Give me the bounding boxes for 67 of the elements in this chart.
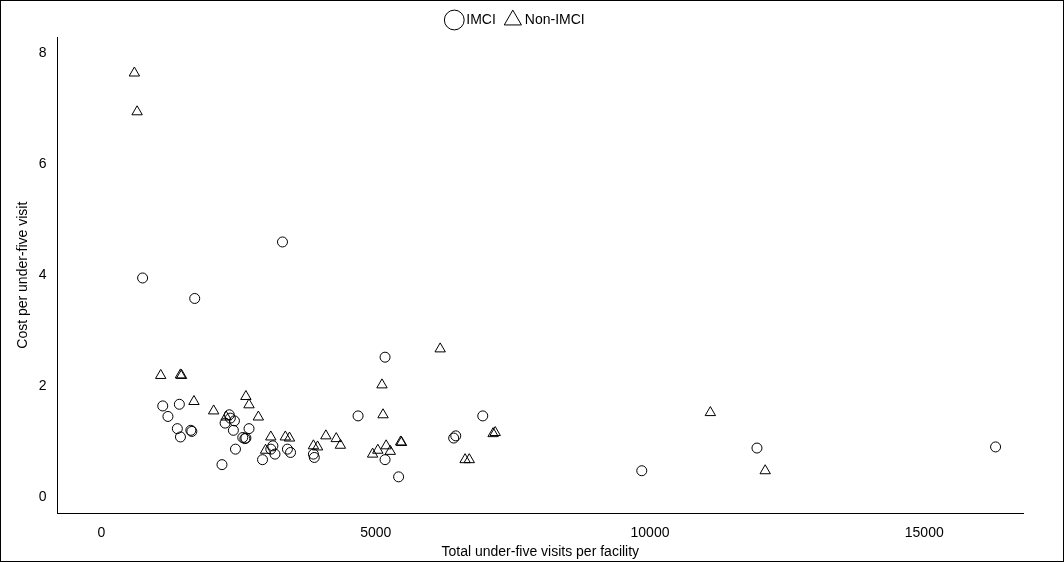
point — [265, 430, 277, 441]
point — [459, 453, 471, 464]
y-tick-label: 8 — [38, 44, 47, 61]
point — [229, 443, 241, 455]
x-tick-label: 15000 — [904, 523, 944, 540]
point — [188, 395, 200, 405]
point — [269, 448, 281, 460]
point — [252, 410, 265, 421]
point — [393, 471, 405, 483]
point — [128, 66, 141, 77]
point — [257, 454, 269, 466]
point — [380, 439, 392, 450]
point — [334, 438, 347, 449]
point — [285, 446, 297, 458]
point — [330, 432, 342, 443]
point — [990, 441, 1002, 453]
point — [219, 417, 231, 429]
point — [131, 105, 143, 116]
y-tick-label: 2 — [38, 376, 47, 393]
point — [366, 447, 379, 458]
x-axis-title: Total under-five visits per facility — [441, 543, 640, 560]
y-tick-label: 0 — [38, 487, 47, 504]
point — [376, 378, 388, 389]
point — [279, 430, 292, 441]
point — [463, 453, 475, 464]
point — [137, 272, 149, 284]
point — [207, 404, 220, 415]
point — [307, 439, 320, 450]
point — [155, 368, 167, 379]
point — [384, 444, 396, 455]
point — [243, 423, 255, 435]
point — [704, 406, 717, 417]
point — [751, 442, 763, 454]
point — [228, 415, 240, 427]
x-tick-label: 10000 — [630, 523, 670, 540]
point — [320, 429, 332, 440]
point — [157, 400, 169, 412]
point — [189, 292, 201, 304]
legend-label: IMCI — [466, 10, 496, 27]
point — [173, 398, 185, 410]
y-tick-label: 6 — [38, 155, 47, 172]
point — [276, 236, 288, 248]
y-tick-label: 4 — [38, 266, 47, 283]
point — [311, 440, 324, 451]
point — [174, 431, 186, 443]
point — [379, 351, 391, 363]
point — [379, 454, 391, 466]
point — [477, 410, 489, 422]
point — [377, 408, 389, 419]
y-axis-title: Cost per under-five visit — [14, 201, 31, 349]
point — [759, 464, 771, 475]
point — [259, 443, 272, 454]
point — [283, 431, 296, 442]
point — [216, 459, 228, 471]
point — [171, 423, 183, 435]
legend-label: Non-IMCI — [524, 10, 585, 27]
point — [352, 410, 364, 422]
point — [227, 424, 239, 436]
x-tick-label: 5000 — [360, 523, 392, 540]
point — [281, 443, 293, 455]
point — [162, 410, 174, 422]
point — [636, 465, 648, 477]
x-tick-label: 0 — [97, 523, 106, 540]
point — [434, 342, 446, 353]
point — [243, 398, 255, 409]
point — [372, 443, 384, 454]
point — [240, 390, 252, 401]
